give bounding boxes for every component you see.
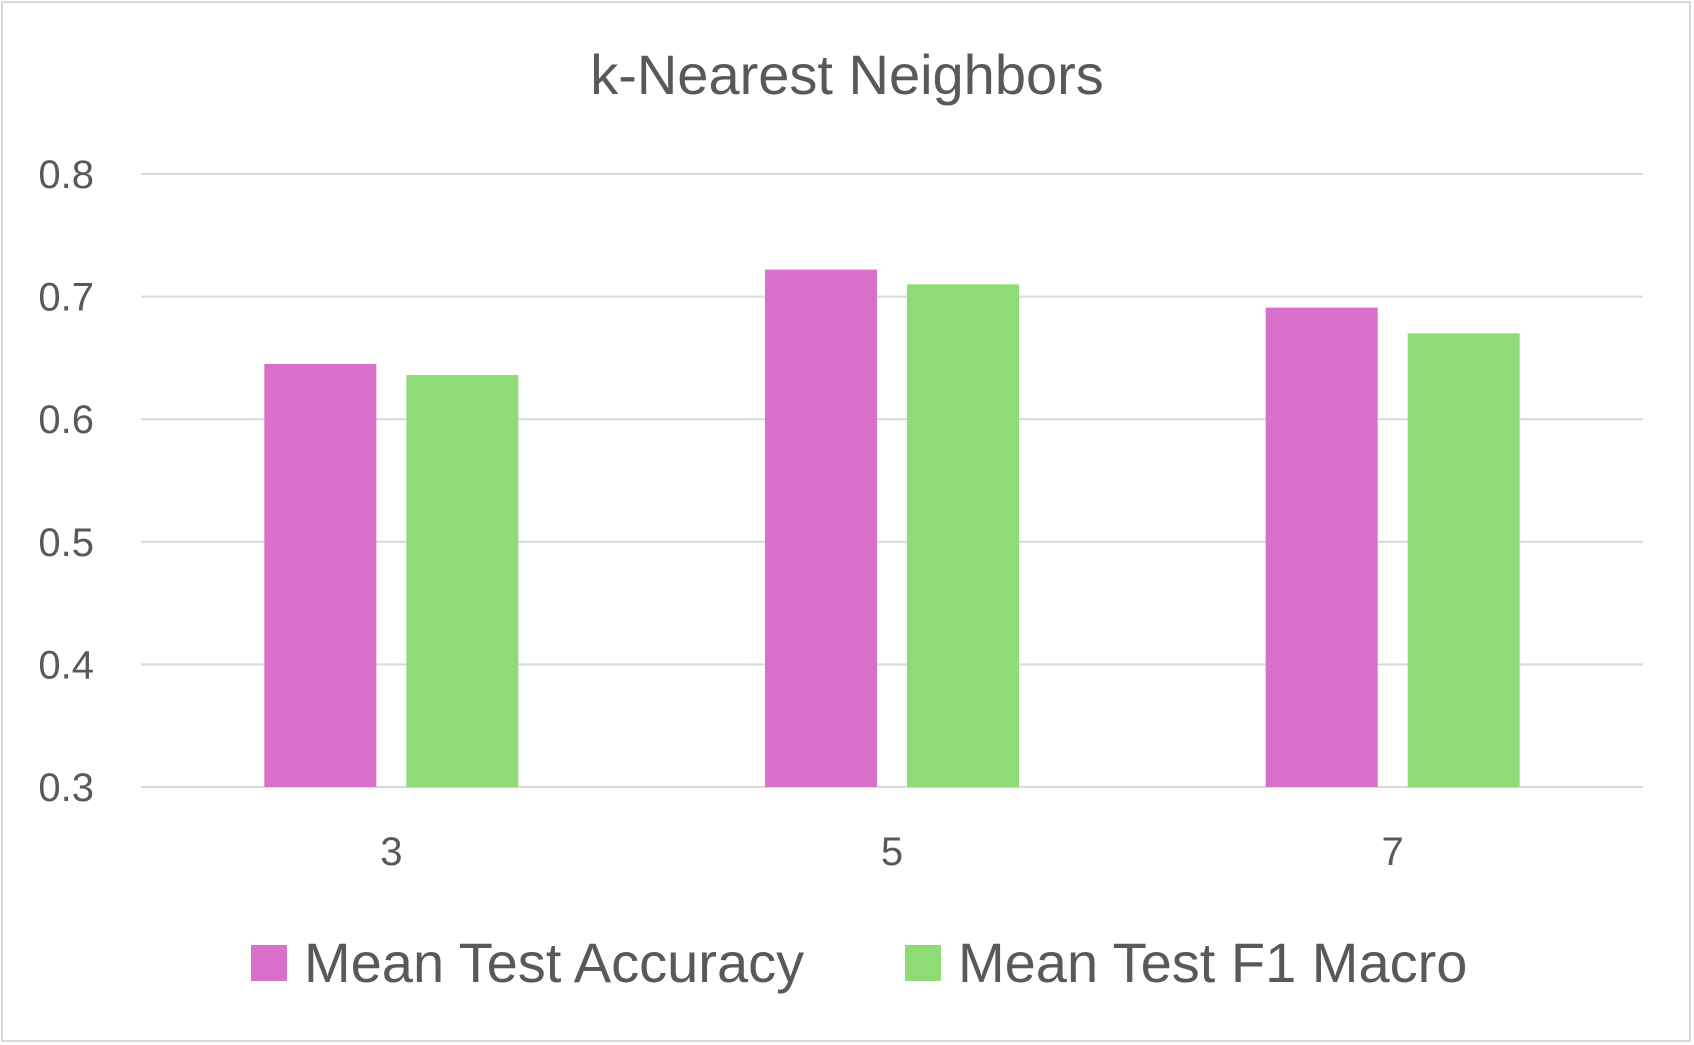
bar-accuracy-k7 — [1265, 307, 1378, 787]
chart-title: k-Nearest Neighbors — [590, 43, 1104, 106]
y-tick-label: 0.3 — [38, 766, 94, 810]
y-tick-label: 0.8 — [38, 153, 94, 197]
y-axis-tick-labels: 0.3 0.4 0.5 0.6 0.7 0.8 — [38, 153, 94, 810]
gridlines — [141, 173, 1643, 788]
bar-f1-macro-k5 — [907, 284, 1019, 787]
x-axis-tick-labels: 3 5 7 — [380, 830, 1404, 874]
legend-label: Mean Test F1 Macro — [958, 931, 1467, 994]
y-tick-label: 0.5 — [38, 521, 94, 565]
bars — [264, 269, 1520, 787]
legend: Mean Test Accuracy Mean Test F1 Macro — [251, 931, 1467, 994]
x-tick-label: 5 — [881, 830, 903, 874]
bar-f1-macro-k3 — [406, 375, 519, 787]
bar-accuracy-k3 — [264, 364, 377, 787]
y-tick-label: 0.6 — [38, 398, 94, 442]
y-tick-label: 0.7 — [38, 276, 94, 320]
legend-swatch — [905, 945, 941, 981]
x-tick-label: 7 — [1382, 830, 1404, 874]
bar-accuracy-k5 — [765, 269, 877, 787]
bar-f1-macro-k7 — [1407, 333, 1520, 787]
y-tick-label: 0.4 — [38, 643, 94, 687]
legend-label: Mean Test Accuracy — [304, 931, 804, 994]
x-tick-label: 3 — [380, 830, 402, 874]
legend-swatch — [251, 945, 287, 981]
